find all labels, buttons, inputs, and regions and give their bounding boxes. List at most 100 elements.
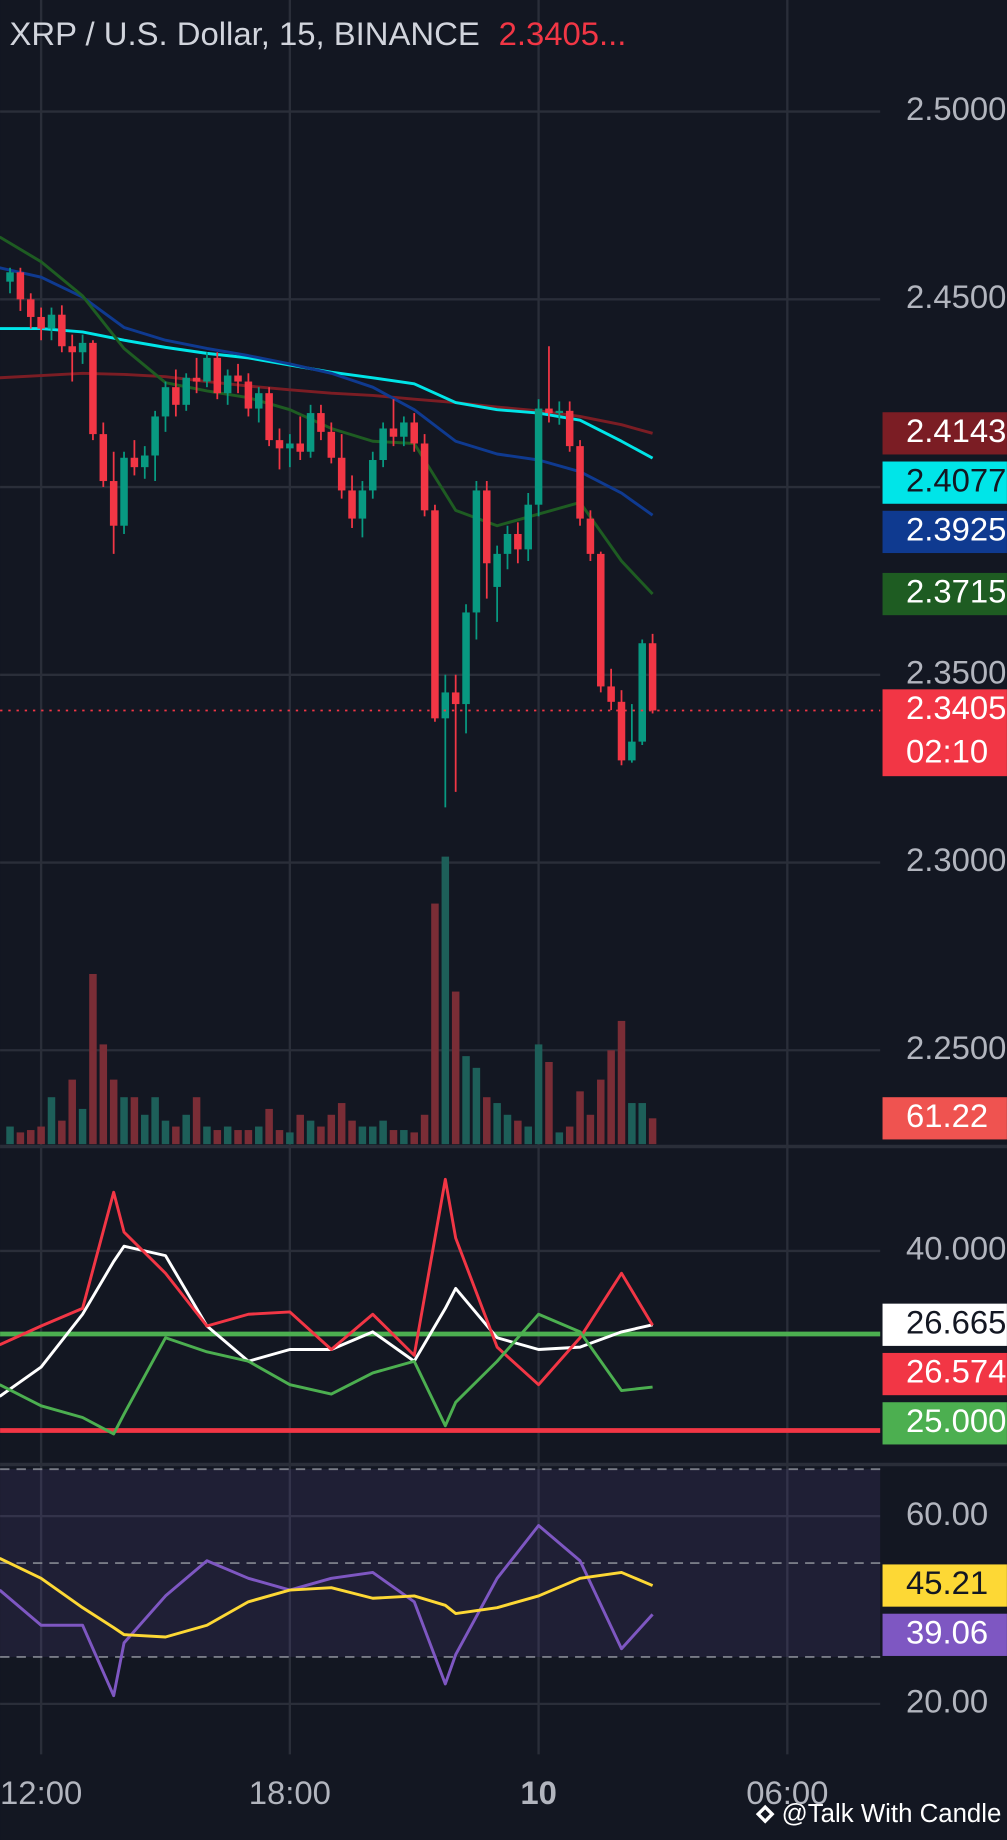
volume-bar bbox=[109, 1079, 118, 1145]
volume-bar bbox=[182, 1114, 190, 1145]
volume-bar bbox=[234, 1130, 242, 1145]
volume-bar bbox=[597, 1079, 605, 1145]
volume-bar bbox=[192, 1097, 201, 1145]
candle-body bbox=[89, 342, 97, 435]
candle-body bbox=[638, 643, 646, 742]
candle-body bbox=[68, 346, 76, 353]
candle-body bbox=[265, 393, 273, 441]
candle-body bbox=[109, 481, 118, 526]
volume-bar bbox=[265, 1108, 273, 1145]
indicator-line bbox=[0, 1177, 654, 1387]
candle-body bbox=[223, 375, 232, 394]
x-tick-label: 18:00 bbox=[249, 1774, 331, 1811]
candle-body bbox=[58, 314, 66, 347]
candle-body bbox=[192, 377, 201, 382]
candle-body bbox=[648, 643, 657, 711]
volume-bar bbox=[628, 1103, 636, 1145]
volume-bar bbox=[369, 1126, 377, 1145]
candle-body bbox=[275, 440, 284, 449]
volume-bar bbox=[545, 1061, 553, 1145]
y-tick-label: 60.00 bbox=[906, 1495, 988, 1532]
candle-body bbox=[161, 387, 170, 417]
candle-body bbox=[47, 314, 56, 329]
volume-bar bbox=[576, 1091, 584, 1145]
candle-body bbox=[597, 553, 605, 687]
candle-body bbox=[379, 428, 387, 461]
price-label-box bbox=[882, 461, 1007, 504]
volume-bar bbox=[213, 1130, 222, 1145]
candle-body bbox=[78, 342, 87, 353]
candle-body bbox=[493, 553, 501, 587]
candle-body bbox=[483, 490, 491, 564]
candle-body bbox=[286, 443, 294, 449]
x-tick-label: 12:00 bbox=[0, 1774, 82, 1811]
candle-body bbox=[348, 490, 356, 519]
candle-body bbox=[545, 408, 553, 414]
y-tick-label: 2.2500 bbox=[906, 1029, 1006, 1066]
candle-body bbox=[617, 701, 626, 761]
candle-body bbox=[327, 431, 336, 458]
volume-bar bbox=[638, 1103, 646, 1145]
y-tick-label: 2.4500 bbox=[906, 278, 1006, 315]
candle-body bbox=[441, 692, 450, 719]
candle-body bbox=[586, 518, 595, 554]
candle-body bbox=[565, 410, 574, 447]
volume-bar bbox=[565, 1126, 574, 1145]
indicator-line bbox=[0, 266, 654, 517]
price-label: 26.574 bbox=[906, 1353, 1006, 1390]
volume-bar bbox=[534, 1044, 543, 1145]
price-label-box bbox=[882, 412, 1007, 455]
band-fill bbox=[0, 1469, 881, 1657]
chart-title: XRP / U.S. Dollar, 15, BINANCE bbox=[9, 15, 479, 52]
candle-body bbox=[255, 393, 263, 409]
price-label-box bbox=[882, 510, 1007, 554]
labels-layer: @Talk With Candle 12:00 18:00 10 06:00 2.500… bbox=[0, 15, 1007, 1828]
price-label: 2.3715 bbox=[906, 573, 1006, 610]
volume-bar bbox=[472, 1067, 481, 1145]
candle-body bbox=[213, 357, 222, 394]
price-label-box bbox=[882, 689, 1007, 777]
volume-bar bbox=[203, 1126, 211, 1145]
candle-body bbox=[369, 460, 377, 491]
grid-layer bbox=[0, 0, 1007, 1755]
indicator-line bbox=[0, 1524, 654, 1698]
price-label-box bbox=[882, 1097, 1007, 1140]
volume-bar bbox=[410, 1132, 418, 1145]
volume-bar bbox=[306, 1120, 315, 1145]
candle-body bbox=[472, 490, 481, 613]
volume-bar bbox=[607, 1050, 615, 1145]
price-label: 25.000 bbox=[906, 1402, 1006, 1439]
volume-bar bbox=[524, 1126, 532, 1145]
volume-bar bbox=[420, 1114, 429, 1145]
watermark: @Talk With Candle bbox=[755, 1800, 1002, 1828]
volume-bar bbox=[47, 1097, 56, 1145]
price-label: 45.21 bbox=[906, 1564, 988, 1601]
last-price-text: 2.3405... bbox=[499, 15, 627, 52]
y-tick-label: 2.3500 bbox=[906, 653, 1006, 690]
volume-bar bbox=[317, 1126, 325, 1145]
price-label: 2.4143 bbox=[906, 412, 1006, 449]
price-label-box bbox=[882, 572, 1007, 616]
price-label-box bbox=[882, 1564, 1007, 1607]
candle-body bbox=[534, 408, 543, 505]
watermark-text: @Talk With Candle bbox=[782, 1800, 1002, 1828]
volume-bar bbox=[617, 1020, 626, 1145]
candle-body bbox=[420, 443, 429, 511]
volume-bar bbox=[451, 991, 460, 1145]
x-tick-label: 06:00 bbox=[746, 1774, 828, 1811]
candle-body bbox=[451, 692, 460, 705]
volume-bar bbox=[379, 1120, 387, 1145]
price-label-box bbox=[882, 1352, 1007, 1396]
candle-body bbox=[306, 413, 315, 452]
price-label: 39.06 bbox=[906, 1614, 988, 1651]
candle-body bbox=[410, 422, 418, 444]
candle-body bbox=[37, 316, 45, 329]
y-tick-label: 40.000 bbox=[906, 1230, 1006, 1267]
price-label-box bbox=[882, 1613, 1007, 1656]
volume-bar bbox=[37, 1126, 45, 1145]
volume-bar bbox=[16, 1132, 25, 1145]
candle-body bbox=[462, 612, 470, 705]
price-label: 2.3405 bbox=[906, 689, 1006, 726]
volume-bar bbox=[286, 1132, 294, 1145]
volume-bar bbox=[431, 903, 439, 1145]
